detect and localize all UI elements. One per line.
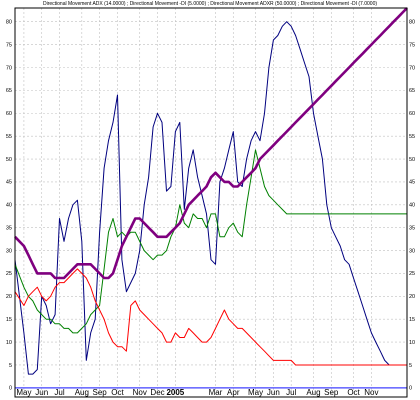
y-tick-label-left: 10 (6, 340, 12, 346)
x-tick-label: Dec (150, 388, 164, 397)
x-tick-label: Jun (267, 388, 280, 397)
y-tick-label-left: 80 (6, 20, 12, 26)
x-tick-label: 2005 (166, 388, 184, 397)
y-tick-label-left: 45 (6, 180, 12, 186)
y-tick-label-left: 15 (6, 317, 12, 323)
x-tick-label: May (16, 388, 31, 397)
series-line-2 (14, 149, 407, 334)
x-tick-label: Mar (209, 388, 223, 397)
y-tick-label-right: 40 (409, 203, 415, 209)
y-tick-label-left: 5 (9, 363, 12, 369)
grid (15, 8, 407, 397)
y-tick-label-left: 70 (6, 65, 12, 71)
y-tick-label-left: 0 (9, 386, 12, 392)
x-tick-label: Apr (227, 388, 240, 397)
y-tick-label-right: 45 (409, 180, 415, 186)
x-tick-label: Aug (306, 388, 320, 397)
x-tick-label: Oct (347, 388, 360, 397)
y-tick-label-right: 50 (409, 157, 415, 163)
x-tick-label: Sep (324, 388, 339, 397)
y-tick-label-right: 35 (409, 225, 415, 231)
y-tick-label-right: 5 (409, 363, 412, 369)
series-layer (14, 7, 408, 375)
y-tick-label-left: 65 (6, 88, 12, 94)
y-tick-label-right: 25 (409, 271, 415, 277)
y-tick-label-right: 70 (409, 65, 415, 71)
y-tick-label-left: 35 (6, 225, 12, 231)
y-tick-label-right: 75 (409, 42, 415, 48)
y-tick-label-left: 25 (6, 271, 12, 277)
x-tick-label: Aug (75, 388, 89, 397)
y-tick-labels-right: 0 5 10 15 20 25 30 35 40 45 50 55 60 65 70 75 80 (409, 20, 415, 392)
series-line-4 (14, 7, 408, 280)
y-tick-labels-left: 0 5 10 15 20 25 30 35 40 45 50 55 60 65 70 75 80 (6, 20, 12, 392)
y-tick-label-left: 50 (6, 157, 12, 163)
x-tick-labels: May Jun Jul Aug Sep Oct Nov Dec 2005 Mar Apr May Jun… (16, 388, 378, 397)
series-line-3 (14, 268, 407, 366)
y-tick-label-left: 30 (6, 248, 12, 254)
y-tick-label-right: 65 (409, 88, 415, 94)
x-tick-label: Jul (286, 388, 296, 397)
x-tick-label: Nov (133, 388, 147, 397)
x-tick-label: Jul (54, 388, 64, 397)
y-tick-label-left: 20 (6, 294, 12, 300)
series-line-1 (14, 21, 407, 375)
y-tick-label-right: 10 (409, 340, 415, 346)
x-tick-label: May (248, 388, 263, 397)
y-tick-label-left: 75 (6, 42, 12, 48)
y-tick-label-right: 0 (409, 386, 412, 392)
y-tick-label-right: 60 (409, 111, 415, 117)
plot-frame (14, 7, 408, 398)
y-tick-label-right: 55 (409, 134, 415, 140)
y-tick-label-right: 20 (409, 294, 415, 300)
y-tick-label-right: 15 (409, 317, 415, 323)
chart-title: Directional Movement ADX (14.0000) ; Dir… (42, 1, 378, 7)
y-tick-label-left: 40 (6, 203, 12, 209)
y-tick-label-right: 30 (409, 248, 415, 254)
y-tick-label-right: 80 (409, 20, 415, 26)
x-tick-label: Nov (364, 388, 378, 397)
x-tick-label: Jun (35, 388, 48, 397)
y-tick-label-left: 60 (6, 111, 12, 117)
y-tick-label-left: 55 (6, 134, 12, 140)
x-tick-label: Sep (93, 388, 108, 397)
x-tick-label: Oct (111, 388, 124, 397)
